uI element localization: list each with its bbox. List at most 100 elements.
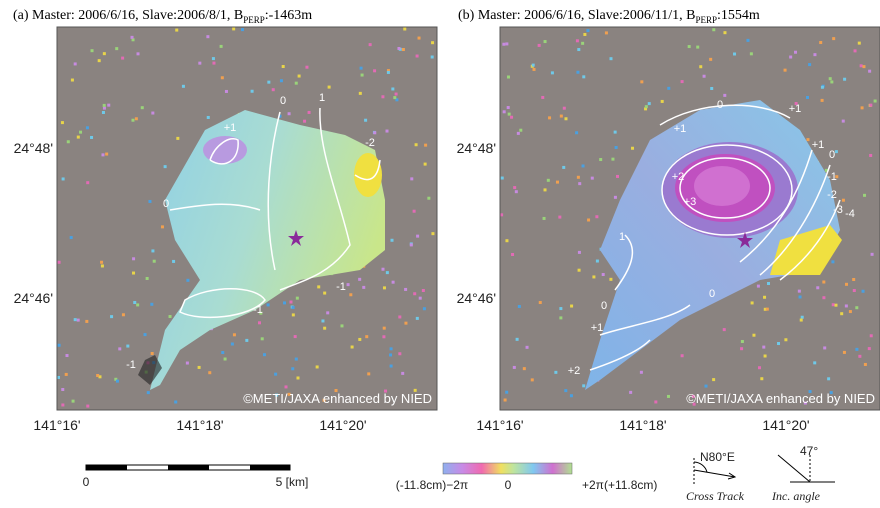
noise-pixel <box>207 116 210 119</box>
noise-pixel <box>392 281 395 284</box>
noise-pixel <box>212 62 215 65</box>
noise-pixel <box>349 293 352 296</box>
noise-pixel <box>505 391 508 394</box>
noise-pixel <box>504 399 507 402</box>
title-subscript: PERP <box>695 15 717 25</box>
noise-pixel <box>784 69 787 72</box>
contour-label: -1 <box>126 359 136 371</box>
noise-pixel <box>67 140 70 143</box>
contour-label: -1 <box>336 281 346 293</box>
noise-pixel <box>136 303 139 306</box>
noise-pixel <box>578 251 581 254</box>
contour-label: +2 <box>672 171 685 183</box>
noise-pixel <box>340 324 343 327</box>
noise-pixel <box>554 371 557 374</box>
noise-pixel <box>198 366 201 369</box>
noise-pixel <box>288 112 291 115</box>
noise-pixel <box>71 79 74 82</box>
contour-label: 0 <box>601 300 607 312</box>
noise-pixel <box>245 339 248 342</box>
noise-pixel <box>151 249 154 252</box>
noise-pixel <box>667 395 670 398</box>
heading: N80°E <box>700 450 735 464</box>
noise-pixel <box>358 338 361 341</box>
noise-pixel <box>416 317 419 320</box>
contour-label: -3 <box>833 204 843 216</box>
noise-pixel <box>808 63 811 66</box>
noise-pixel <box>648 102 651 105</box>
noise-pixel <box>169 315 172 318</box>
noise-pixel <box>381 95 384 98</box>
noise-pixel <box>578 182 581 185</box>
noise-pixel <box>373 69 376 72</box>
noise-pixel <box>654 400 657 403</box>
cross-track-caption: Cross Track <box>686 489 745 503</box>
noise-pixel <box>751 301 754 304</box>
contour-label: +1 <box>812 139 825 151</box>
noise-pixel <box>186 362 189 365</box>
noise-pixel <box>806 138 809 141</box>
noise-pixel <box>86 405 89 408</box>
noise-pixel <box>763 296 766 299</box>
noise-pixel <box>296 376 299 379</box>
noise-pixel <box>290 301 293 304</box>
contour-label: +1 <box>591 322 604 334</box>
noise-pixel <box>870 334 873 337</box>
noise-pixel <box>148 200 151 203</box>
noise-pixel <box>151 352 154 355</box>
noise-pixel <box>681 354 684 357</box>
noise-pixel <box>137 52 140 55</box>
noise-pixel <box>401 372 404 375</box>
noise-pixel <box>582 384 585 387</box>
noise-pixel <box>144 333 147 336</box>
noise-pixel <box>267 81 270 84</box>
noise-pixel <box>326 311 329 314</box>
colorbar-min: (-11.8cm)−2π <box>396 478 468 492</box>
noise-pixel <box>386 130 389 133</box>
noise-pixel <box>132 272 135 275</box>
noise-pixel <box>303 120 306 123</box>
noise-pixel <box>404 322 407 325</box>
noise-pixel <box>712 378 715 381</box>
panel-title: (b) Master: 2006/6/16, Slave:2006/11/1, … <box>458 8 760 25</box>
noise-pixel <box>415 143 418 146</box>
noise-pixel <box>413 210 416 213</box>
noise-pixel <box>868 347 871 350</box>
noise-pixel <box>854 49 857 52</box>
noise-pixel <box>100 261 103 264</box>
noise-pixel <box>505 239 508 242</box>
noise-pixel <box>358 278 361 281</box>
noise-pixel <box>849 310 852 313</box>
lon-label: 141°16' <box>476 417 523 433</box>
noise-pixel <box>871 253 874 256</box>
incidence-angle: 47° <box>800 444 818 458</box>
noise-pixel <box>823 346 826 349</box>
title-subscript: PERP <box>243 15 265 25</box>
noise-pixel <box>611 158 614 161</box>
noise-pixel <box>274 373 277 376</box>
noise-pixel <box>373 131 376 134</box>
noise-pixel <box>220 45 223 48</box>
noise-pixel <box>74 62 77 65</box>
noise-pixel <box>699 65 702 68</box>
noise-pixel <box>577 48 580 51</box>
noise-pixel <box>208 371 211 374</box>
noise-pixel <box>821 99 824 102</box>
lon-label: 141°18' <box>176 417 223 433</box>
noise-pixel <box>118 347 121 350</box>
noise-pixel <box>834 304 837 307</box>
noise-pixel <box>389 353 392 356</box>
noise-pixel <box>596 260 599 263</box>
noise-pixel <box>667 87 670 90</box>
noise-pixel <box>609 278 612 281</box>
noise-pixel <box>65 354 68 357</box>
noise-pixel <box>263 353 266 356</box>
uplift-center <box>694 166 750 206</box>
noise-pixel <box>65 373 68 376</box>
noise-pixel <box>141 106 144 109</box>
noise-pixel <box>801 316 804 319</box>
noise-pixel <box>564 117 567 120</box>
noise-pixel <box>544 40 547 43</box>
noise-pixel <box>640 80 643 83</box>
noise-pixel <box>798 290 801 293</box>
